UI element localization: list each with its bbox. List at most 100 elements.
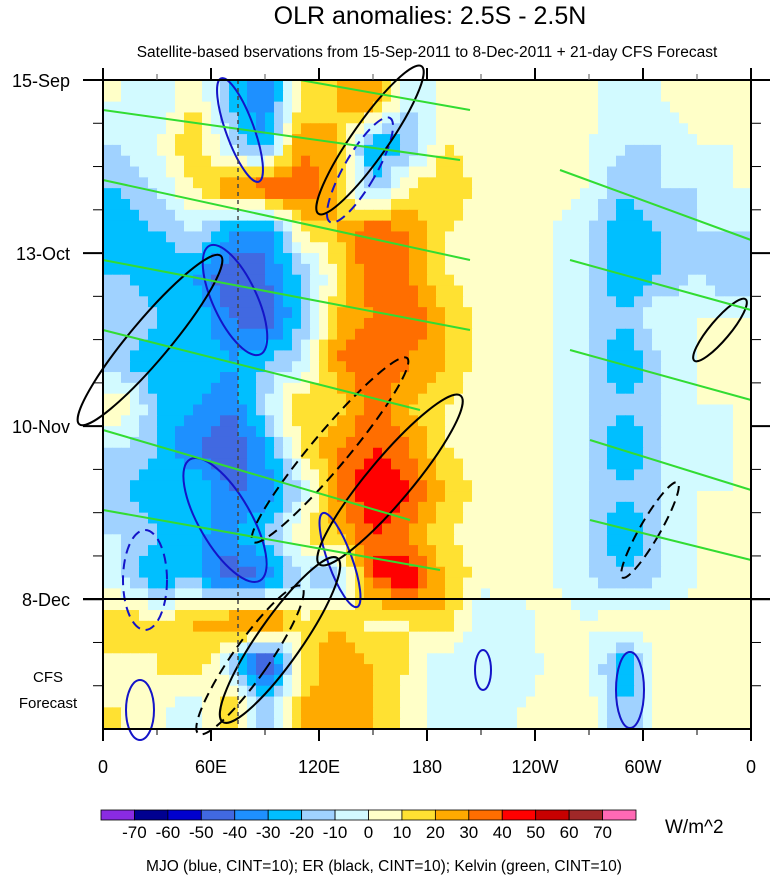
heatmap-cell (742, 458, 752, 470)
heatmap-cell (382, 469, 392, 481)
heatmap-cell (328, 707, 338, 719)
heatmap-cell (211, 123, 221, 135)
heatmap-cell (553, 393, 563, 406)
heatmap-cell (679, 674, 689, 687)
heatmap-cell (157, 480, 167, 492)
heatmap-cell (256, 642, 266, 654)
heatmap-cell (535, 134, 545, 146)
heatmap-cell (418, 718, 428, 730)
heatmap-cell (454, 253, 464, 265)
heatmap-cell (112, 80, 122, 92)
heatmap-cell (355, 134, 365, 146)
heatmap-cell (256, 350, 266, 362)
heatmap-cell (193, 209, 203, 222)
heatmap-cell (427, 707, 437, 719)
heatmap-cell (220, 718, 230, 730)
heatmap-cell (139, 555, 149, 568)
heatmap-cell (175, 404, 185, 416)
heatmap-cell (121, 642, 131, 654)
heatmap-cell (112, 285, 122, 297)
heatmap-cell (121, 123, 131, 135)
heatmap-cell (328, 166, 338, 178)
heatmap-cell (220, 555, 230, 568)
heatmap-cell (364, 491, 374, 503)
heatmap-cell (517, 707, 527, 719)
heatmap-cell (526, 328, 536, 341)
heatmap-cell (670, 555, 680, 568)
heatmap-cell (427, 674, 437, 687)
heatmap-cell (346, 285, 356, 297)
heatmap-cell (184, 296, 194, 308)
heatmap-cell (589, 415, 599, 427)
heatmap-cell (121, 372, 131, 384)
heatmap-cell (724, 177, 734, 189)
heatmap-cell (589, 253, 599, 265)
heatmap-cell (184, 523, 194, 535)
heatmap-cell (733, 382, 743, 395)
heatmap-cell (121, 209, 131, 222)
heatmap-cell (670, 339, 680, 352)
heatmap-cell (562, 696, 572, 708)
heatmap-cell (643, 685, 653, 698)
heatmap-cell (643, 534, 653, 546)
heatmap-cell (670, 588, 680, 600)
heatmap-cell (598, 566, 608, 579)
heatmap-cell (193, 696, 203, 708)
heatmap-cell (346, 101, 356, 114)
heatmap-cell (427, 469, 437, 481)
chart-subtitle: Satellite-based bservations from 15-Sep-… (137, 44, 718, 61)
heatmap-cell (472, 382, 482, 395)
heatmap-cell (742, 285, 752, 297)
heatmap-cell (256, 253, 266, 265)
heatmap-cell (301, 144, 311, 157)
heatmap-cell (310, 382, 320, 395)
heatmap-cell (598, 664, 608, 676)
heatmap-cell (472, 664, 482, 676)
heatmap-cell (463, 426, 473, 438)
heatmap-cell (103, 123, 113, 135)
heatmap-cell (400, 361, 410, 373)
heatmap-cell (193, 491, 203, 503)
heatmap-cell (364, 328, 374, 341)
heatmap-cell (544, 555, 554, 568)
heatmap-cell (427, 512, 437, 525)
heatmap-cell (301, 664, 311, 676)
heatmap-cell (157, 188, 167, 200)
heatmap-cell (148, 599, 158, 611)
heatmap-cell (625, 545, 635, 557)
heatmap-cell (274, 155, 284, 168)
heatmap-cell (112, 588, 122, 600)
heatmap-cell (562, 144, 572, 157)
heatmap-cell (688, 707, 698, 719)
heatmap-cell (346, 577, 356, 589)
heatmap-cell (310, 296, 320, 308)
heatmap-cell (580, 80, 590, 92)
heatmap-cell (418, 328, 428, 341)
heatmap-cell (589, 382, 599, 395)
heatmap-cell (157, 90, 167, 103)
heatmap-cell (499, 718, 509, 730)
heatmap-cell (526, 577, 536, 589)
heatmap-cell (697, 577, 707, 589)
heatmap-cell (733, 501, 743, 514)
heatmap-cell (220, 339, 230, 352)
heatmap-cell (391, 198, 401, 211)
heatmap-cell (121, 296, 131, 308)
heatmap-cell (661, 436, 671, 449)
heatmap-cell (265, 263, 275, 276)
heatmap-cell (400, 534, 410, 546)
x-tick-label: 60E (195, 757, 227, 777)
heatmap-cell (301, 718, 311, 730)
heatmap-cell (166, 491, 176, 503)
heatmap-cell (553, 674, 563, 687)
heatmap-cell (157, 707, 167, 719)
heatmap-cell (715, 469, 725, 481)
heatmap-cell (301, 123, 311, 135)
heatmap-cell (499, 588, 509, 600)
heatmap-cell (202, 166, 212, 178)
heatmap-cell (490, 361, 500, 373)
heatmap-cell (166, 134, 176, 146)
heatmap-cell (247, 599, 257, 611)
heatmap-cell (148, 534, 158, 546)
heatmap-cell (454, 393, 464, 406)
